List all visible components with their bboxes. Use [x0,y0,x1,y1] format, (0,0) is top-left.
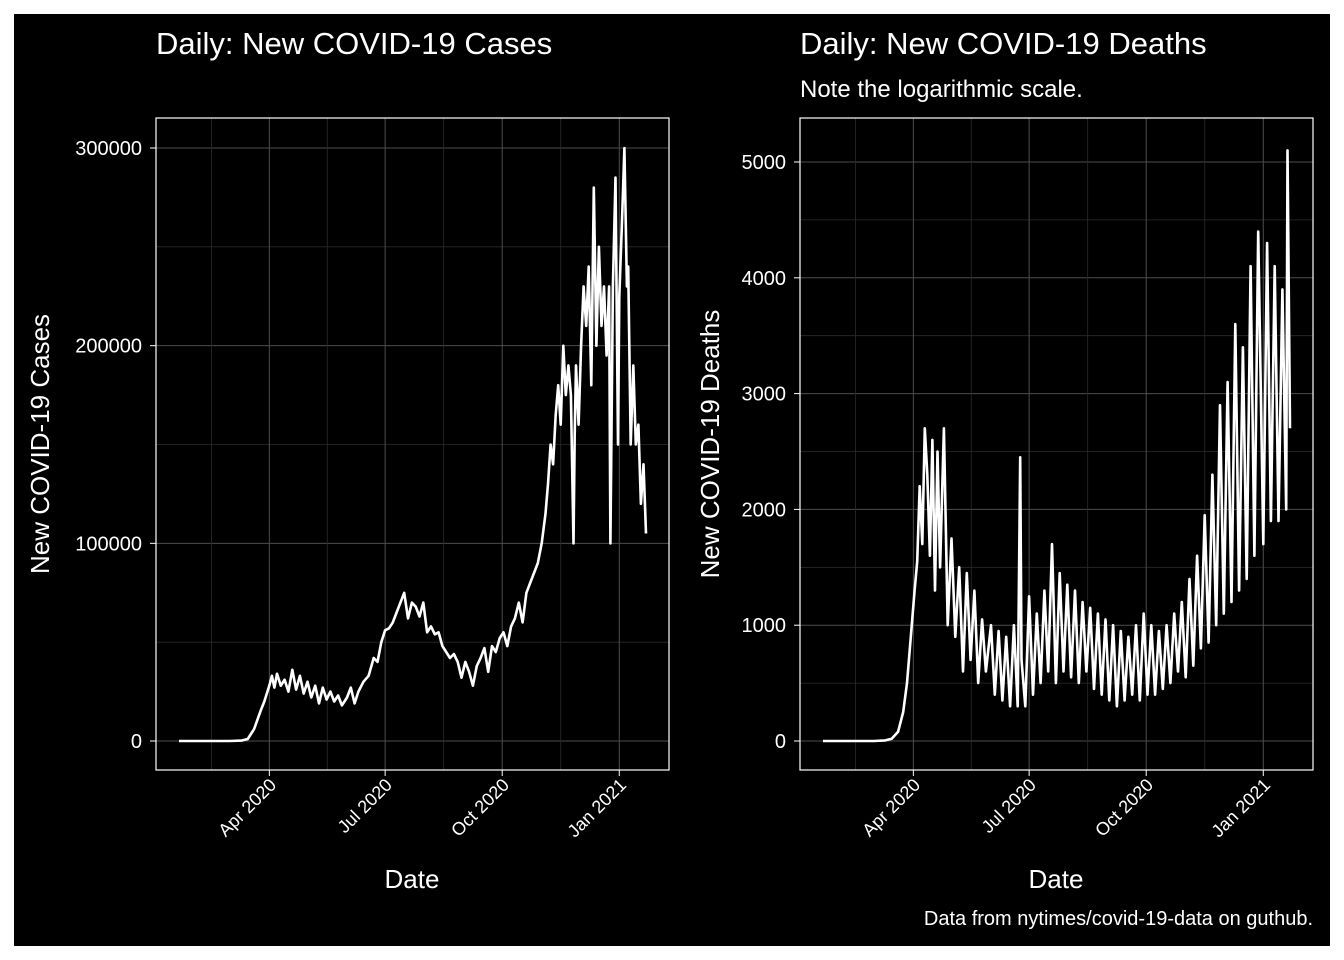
cases-line-layer [179,146,648,743]
deaths-y-tick-label: 3000 [742,384,787,406]
cases-y-tick-label: 200000 [75,336,142,358]
cases-y-axis-label: New COVID-19 Cases [25,314,55,574]
deaths-y-tick-label: 1000 [742,615,787,637]
deaths-y-tick-label: 2000 [742,499,787,521]
deaths-plot-frame [799,117,1314,771]
deaths-x-axis-label: Date [1029,864,1084,894]
deaths-line-layer [823,149,1292,743]
cases-series-line [179,146,648,743]
deaths-y-tick-label: 5000 [742,152,787,174]
cases-y-tick-label: 0 [131,731,142,753]
deaths-grid [800,118,1313,770]
deaths-chart-title: Daily: New COVID-19 Deaths [800,26,1207,61]
cases-plot-frame [155,117,670,771]
cases-chart-title: Daily: New COVID-19 Cases [156,26,552,61]
cases-x-axis-label: Date [385,864,440,894]
data-source-caption: Data from nytimes/covid-19-data on guthu… [924,908,1313,930]
deaths-series-line [823,149,1292,743]
cases-grid [156,118,669,770]
deaths-chart-subtitle: Note the logarithmic scale. [800,76,1083,103]
deaths-y-tick-label: 4000 [742,268,787,290]
chart-background [14,14,1330,946]
cases-y-axis-ticks: 0 100000 200000 300000 [75,138,156,753]
deaths-y-axis-label: New COVID-19 Deaths [695,310,725,579]
deaths-y-axis-ticks: 0 1000 2000 3000 4000 5000 [742,152,800,753]
cases-y-tick-label: 100000 [75,533,142,555]
deaths-y-tick-label: 0 [775,731,786,753]
cases-y-tick-label: 300000 [75,138,142,160]
